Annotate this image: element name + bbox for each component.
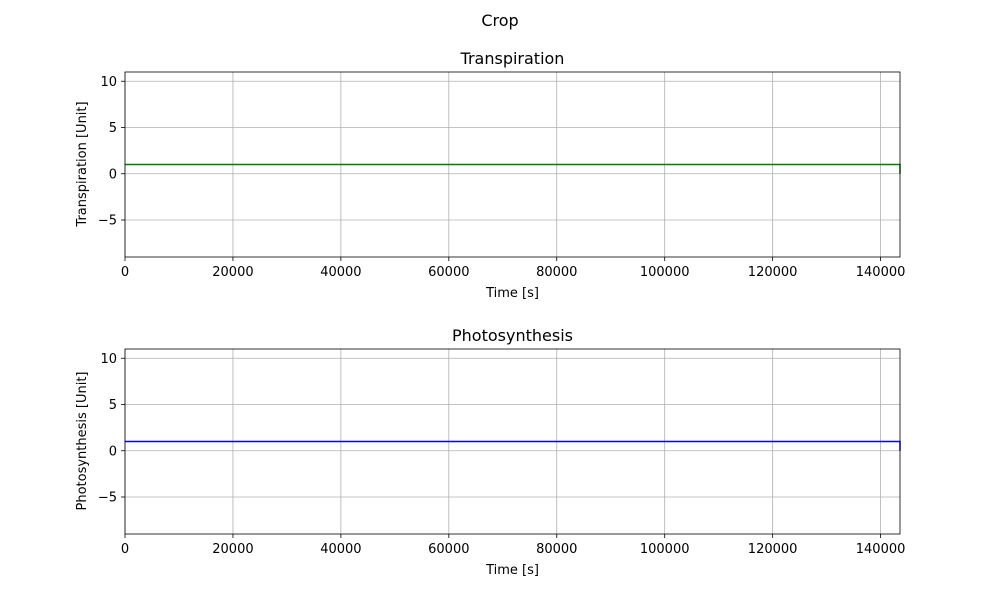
- photosynthesis-xtick-label: 140000: [856, 542, 906, 557]
- photosynthesis-xtick-label: 0: [121, 542, 129, 557]
- transpiration-series-line: [125, 163, 901, 174]
- transpiration-ytick-label: −5: [98, 214, 117, 229]
- photosynthesis-xtick-label: 20000: [212, 542, 253, 557]
- photosynthesis-xtick-label: 100000: [640, 542, 690, 557]
- photosynthesis-xtick-label: 60000: [428, 542, 469, 557]
- transpiration-ytick-label: 0: [109, 167, 117, 182]
- transpiration-panel: Transpiration Time [s] Transpiration [Un…: [75, 49, 905, 301]
- transpiration-xtick-label: 80000: [536, 265, 577, 280]
- transpiration-xtick-label: 120000: [748, 265, 798, 280]
- transpiration-xlabel: Time [s]: [485, 286, 539, 301]
- figure-suptitle: Crop: [481, 11, 518, 30]
- photosynthesis-axes-frame: [124, 348, 901, 535]
- transpiration-xtick-label: 100000: [640, 265, 690, 280]
- transpiration-xtick-label: 140000: [856, 265, 906, 280]
- transpiration-ytick-label: 5: [109, 121, 117, 136]
- photosynthesis-xtick-label: 80000: [536, 542, 577, 557]
- photosynthesis-xtick-label: 40000: [320, 542, 361, 557]
- transpiration-title: Transpiration: [460, 49, 565, 68]
- transpiration-ytick-label: 10: [100, 75, 117, 90]
- photosynthesis-series-line: [125, 440, 901, 451]
- photosynthesis-xtick-label: 120000: [748, 542, 798, 557]
- transpiration-xtick-label: 0: [121, 265, 129, 280]
- transpiration-ylabel: Transpiration [Unit]: [75, 101, 90, 227]
- transpiration-xtick-label: 60000: [428, 265, 469, 280]
- transpiration-xtick-label: 20000: [212, 265, 253, 280]
- transpiration-axes-frame: [124, 71, 901, 258]
- photosynthesis-ytick-label: 0: [109, 444, 117, 459]
- photosynthesis-panel: Photosynthesis Time [s] Photosynthesis […: [75, 326, 905, 578]
- photosynthesis-ytick-label: −5: [98, 491, 117, 506]
- photosynthesis-ytick-label: 10: [100, 352, 117, 367]
- photosynthesis-xlabel: Time [s]: [485, 563, 539, 578]
- transpiration-xtick-label: 40000: [320, 265, 361, 280]
- photosynthesis-title: Photosynthesis: [452, 326, 573, 345]
- photosynthesis-ylabel: Photosynthesis [Unit]: [75, 371, 90, 510]
- photosynthesis-ytick-label: 5: [109, 398, 117, 413]
